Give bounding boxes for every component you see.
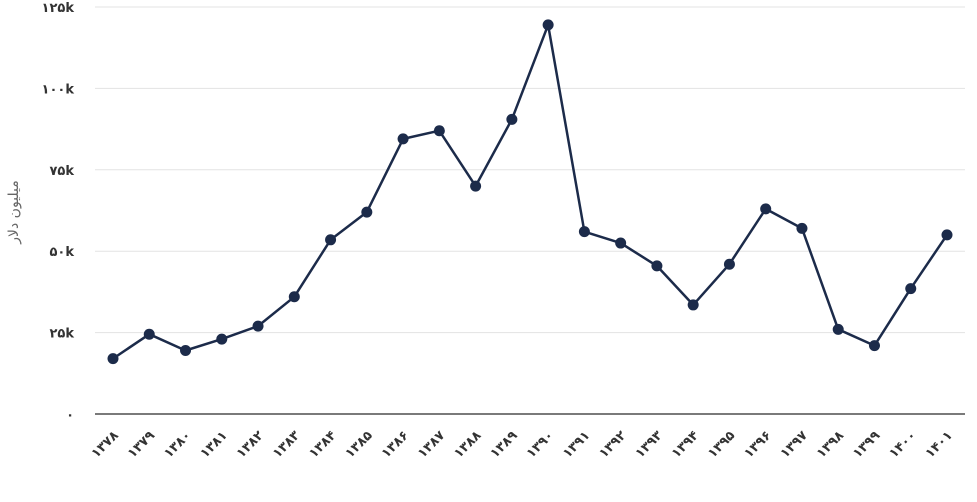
x-tick-label: ۱۳۹۷ xyxy=(778,428,811,461)
x-tick-label: ۱۳۷۹ xyxy=(125,428,158,461)
y-tick-label: ۱۲۵k xyxy=(42,1,75,16)
y-tick-label: ۱۰۰k xyxy=(42,82,75,97)
x-tick-label: ۱۳۸۴ xyxy=(306,428,339,461)
data-point xyxy=(506,113,518,125)
x-axis-ticks: ۱۳۷۸ ۱۳۷۹ ۱۳۸۰ ۱۳۸۱ ۱۳۸۲ ۱۳۸۳ ۱۳۸۴ ۱۳۸۵ ۱۳۸۶ ۱۳۸۷… xyxy=(89,428,956,461)
x-tick-label: ۱۳۸۸ xyxy=(451,428,484,461)
data-point xyxy=(687,299,699,311)
x-tick-label: ۱۴۰۱ xyxy=(923,428,956,461)
data-point xyxy=(288,291,300,303)
data-point xyxy=(905,283,917,295)
data-point xyxy=(180,345,192,357)
x-tick-label: ۱۳۹۴ xyxy=(669,428,702,461)
data-point xyxy=(941,229,953,241)
series-line xyxy=(112,23,949,360)
data-point xyxy=(252,320,264,332)
x-tick-label: ۱۳۸۳ xyxy=(270,428,303,461)
data-point xyxy=(325,234,337,246)
x-tick-label: ۱۳۸۱ xyxy=(198,428,231,461)
data-point xyxy=(542,19,554,31)
x-tick-label: ۱۳۹۰ xyxy=(524,428,557,461)
data-point xyxy=(651,260,663,272)
x-tick-label: ۱۳۹۸ xyxy=(814,428,847,461)
data-point xyxy=(433,125,445,137)
series-points xyxy=(107,19,953,365)
data-point xyxy=(361,206,373,218)
x-tick-label: ۱۳۹۱ xyxy=(560,428,593,461)
data-point xyxy=(868,340,880,352)
y-tick-label: ۷۵k xyxy=(49,164,74,179)
data-point xyxy=(143,328,155,340)
x-tick-label: ۱۳۹۶ xyxy=(741,428,774,461)
x-tick-label: ۱۳۸۹ xyxy=(488,428,521,461)
x-tick-label: ۱۳۷۸ xyxy=(89,428,122,461)
y-tick-label: ۵۰k xyxy=(49,245,74,260)
x-tick-label: ۱۳۹۲ xyxy=(596,428,629,461)
data-point xyxy=(723,258,735,270)
y-tick-label: ۲۵k xyxy=(49,327,74,342)
data-point xyxy=(832,323,844,335)
x-tick-label: ۱۳۸۰ xyxy=(161,428,194,461)
data-point xyxy=(760,203,772,215)
y-tick-label: ۰ xyxy=(66,408,74,423)
data-point xyxy=(796,222,808,234)
y-axis-ticks: ۰ ۲۵k ۵۰k ۷۵k ۱۰۰k ۱۲۵k xyxy=(42,1,75,423)
data-point xyxy=(107,353,119,365)
data-point xyxy=(615,237,627,249)
x-tick-label: ۱۳۹۳ xyxy=(633,428,666,461)
x-tick-label: ۱۳۸۷ xyxy=(415,428,448,461)
data-point xyxy=(470,180,482,192)
y-axis-title: میلیون دلار xyxy=(6,180,22,245)
x-tick-label: ۱۴۰۰ xyxy=(887,428,920,461)
grid xyxy=(95,6,965,415)
data-point xyxy=(397,133,409,145)
x-tick-label: ۱۳۹۹ xyxy=(850,428,883,461)
data-point xyxy=(578,226,590,238)
x-tick-label: ۱۳۸۵ xyxy=(343,428,376,461)
data-point xyxy=(216,333,228,345)
x-tick-label: ۱۳۹۵ xyxy=(705,428,738,461)
x-tick-label: ۱۳۸۶ xyxy=(379,428,412,461)
x-tick-label: ۱۳۸۲ xyxy=(234,428,267,461)
